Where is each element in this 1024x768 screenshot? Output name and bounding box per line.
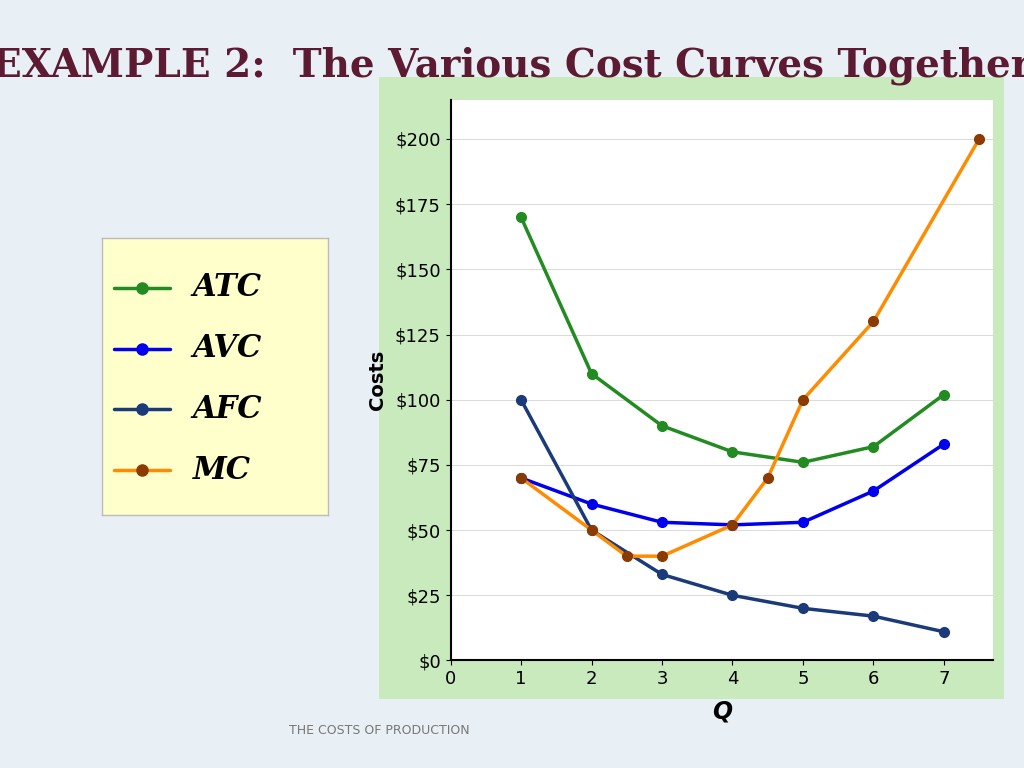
Text: THE COSTS OF PRODUCTION: THE COSTS OF PRODUCTION bbox=[289, 724, 469, 737]
Text: AVC: AVC bbox=[193, 333, 262, 364]
Text: MC: MC bbox=[193, 455, 251, 486]
Text: AFC: AFC bbox=[193, 394, 262, 425]
Y-axis label: Costs: Costs bbox=[368, 350, 387, 410]
X-axis label: Q: Q bbox=[712, 700, 732, 723]
Text: ATC: ATC bbox=[193, 273, 261, 303]
Text: EXAMPLE 2:  The Various Cost Curves Together: EXAMPLE 2: The Various Cost Curves Toget… bbox=[0, 46, 1024, 84]
